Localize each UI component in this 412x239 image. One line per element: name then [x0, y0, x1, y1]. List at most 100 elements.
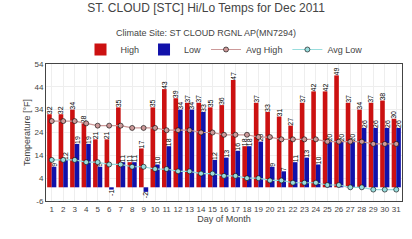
svg-text:42: 42 [310, 84, 317, 92]
svg-text:35: 35 [207, 99, 214, 107]
svg-text:37: 37 [253, 95, 260, 103]
svg-text:32: 32 [57, 106, 64, 114]
svg-text:18: 18 [243, 205, 252, 214]
svg-text:19: 19 [85, 136, 92, 144]
svg-text:27: 27 [346, 205, 355, 214]
svg-text:9: 9 [51, 163, 58, 167]
svg-text:11: 11 [292, 155, 299, 162]
svg-text:Avg Low: Avg Low [327, 45, 362, 55]
svg-text:37: 37 [195, 95, 202, 103]
svg-text:35: 35 [115, 99, 122, 107]
svg-text:32: 32 [46, 106, 53, 114]
svg-text:Low: Low [184, 45, 201, 55]
svg-text:13: 13 [223, 150, 230, 158]
svg-text:4: 4 [39, 174, 44, 183]
svg-text:15: 15 [208, 205, 217, 214]
svg-text:11: 11 [162, 205, 171, 214]
svg-text:23: 23 [300, 205, 309, 214]
svg-text:22: 22 [288, 205, 297, 214]
svg-text:37: 37 [345, 95, 352, 103]
svg-text:20: 20 [326, 134, 333, 142]
svg-text:20: 20 [265, 205, 274, 214]
svg-text:Avg High: Avg High [246, 45, 282, 55]
svg-text:21: 21 [277, 205, 286, 214]
svg-text:29: 29 [369, 205, 378, 214]
svg-text:14: 14 [197, 205, 206, 214]
svg-text:20: 20 [338, 134, 345, 142]
svg-text:10: 10 [154, 157, 161, 165]
svg-text:26: 26 [361, 120, 368, 128]
svg-text:31: 31 [276, 109, 283, 117]
svg-text:13: 13 [303, 150, 310, 158]
svg-text:39: 39 [172, 90, 179, 98]
svg-text:7: 7 [118, 205, 123, 214]
svg-text:3: 3 [72, 205, 77, 214]
svg-text:Climate Site: ST CLOUD RGNL AP: Climate Site: ST CLOUD RGNL AP(MN7294) [116, 28, 296, 38]
svg-text:33: 33 [200, 104, 207, 112]
svg-text:24: 24 [311, 205, 320, 214]
svg-text:36: 36 [218, 97, 225, 105]
svg-text:19: 19 [74, 136, 81, 144]
svg-text:43: 43 [161, 81, 168, 89]
svg-text:20: 20 [257, 134, 264, 142]
svg-text:5: 5 [95, 205, 100, 214]
svg-text:21: 21 [103, 131, 110, 139]
svg-text:34: 34 [69, 102, 76, 110]
svg-text:9: 9 [96, 163, 103, 167]
svg-text:54: 54 [34, 60, 43, 69]
svg-text:26: 26 [384, 120, 391, 128]
svg-text:26: 26 [334, 205, 343, 214]
svg-text:25: 25 [323, 205, 332, 214]
svg-text:ST. CLOUD [STC] Hi/Lo Temps fo: ST. CLOUD [STC] Hi/Lo Temps for Dec 2011 [87, 1, 325, 15]
svg-text:37: 37 [299, 95, 306, 103]
svg-text:17: 17 [231, 205, 240, 214]
svg-text:4: 4 [84, 205, 89, 214]
svg-text:26: 26 [395, 120, 402, 128]
svg-text:7: 7 [280, 167, 287, 171]
svg-text:26: 26 [372, 120, 379, 128]
svg-text:-6: -6 [36, 197, 44, 206]
svg-text:14: 14 [34, 151, 43, 160]
svg-text:34: 34 [34, 105, 43, 114]
svg-text:37: 37 [184, 95, 191, 103]
svg-text:24: 24 [34, 128, 43, 137]
svg-text:6: 6 [107, 205, 112, 214]
svg-text:20: 20 [349, 134, 356, 142]
svg-text:35: 35 [149, 99, 156, 107]
svg-text:9: 9 [269, 163, 276, 167]
svg-text:8: 8 [130, 205, 135, 214]
svg-text:18: 18 [165, 138, 172, 146]
svg-text:13: 13 [185, 205, 194, 214]
svg-text:34: 34 [188, 102, 195, 110]
svg-text:18: 18 [241, 138, 248, 146]
svg-text:16: 16 [220, 205, 229, 214]
svg-text:37: 37 [367, 95, 374, 103]
svg-text:21: 21 [92, 131, 99, 139]
svg-text:16: 16 [234, 143, 241, 151]
svg-text:30: 30 [390, 111, 397, 119]
svg-text:10: 10 [315, 157, 322, 165]
svg-text:38: 38 [379, 93, 386, 101]
svg-text:12: 12 [211, 152, 218, 160]
svg-text:-1: -1 [108, 190, 115, 196]
svg-text:11: 11 [126, 155, 133, 162]
svg-text:34: 34 [356, 102, 363, 110]
svg-text:10: 10 [151, 205, 160, 214]
svg-text:28: 28 [357, 205, 366, 214]
svg-text:31: 31 [392, 205, 401, 214]
svg-text:42: 42 [322, 84, 329, 92]
svg-text:11: 11 [119, 155, 126, 162]
svg-text:-2: -2 [142, 192, 149, 198]
svg-text:19: 19 [254, 205, 263, 214]
svg-text:49: 49 [333, 68, 340, 76]
svg-text:47: 47 [230, 72, 237, 80]
svg-text:2: 2 [61, 205, 66, 214]
svg-text:27: 27 [287, 118, 294, 126]
svg-text:44: 44 [34, 83, 43, 92]
svg-text:12: 12 [62, 152, 69, 160]
svg-text:33: 33 [264, 104, 271, 112]
svg-text:18: 18 [246, 138, 253, 146]
svg-text:34: 34 [177, 102, 184, 110]
svg-text:30: 30 [380, 205, 389, 214]
svg-text:12: 12 [174, 205, 183, 214]
